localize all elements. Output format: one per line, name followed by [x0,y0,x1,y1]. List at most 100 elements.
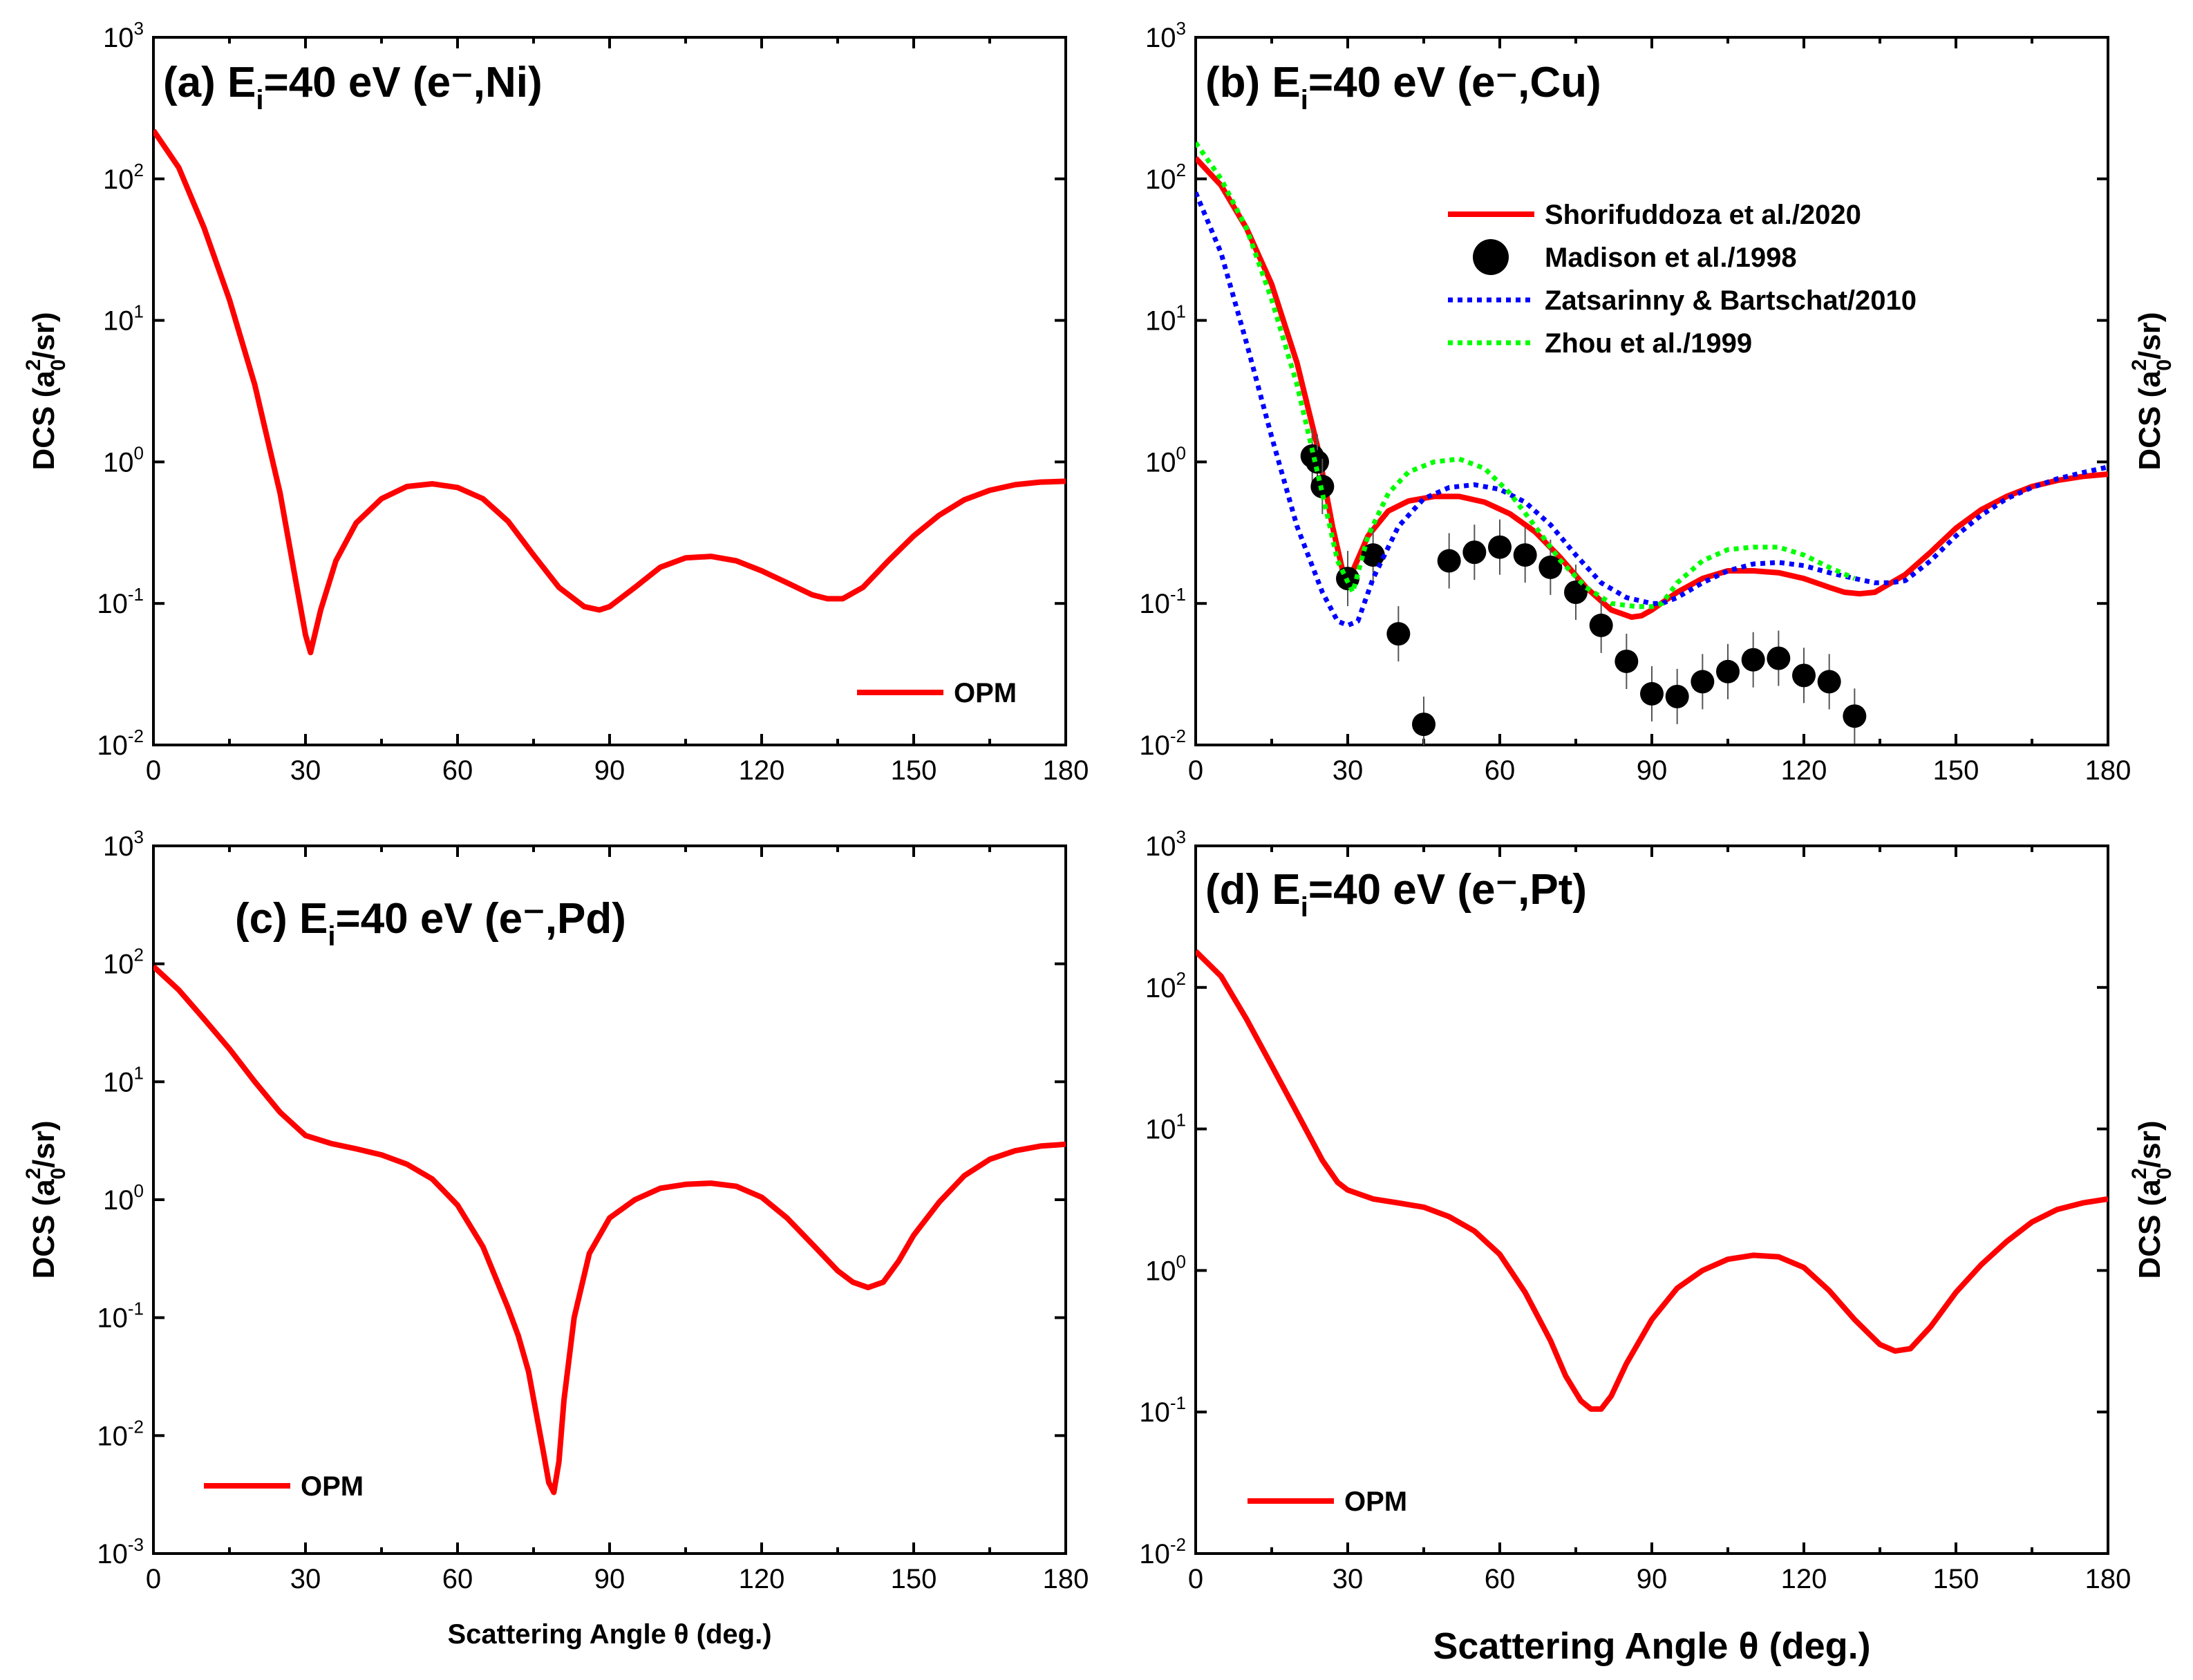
data-point [1488,535,1512,559]
series-line-opm [153,964,1066,1495]
x-tick-label: 180 [2085,1564,2131,1594]
x-tick-label: 180 [2085,755,2131,786]
data-point [1564,580,1588,604]
y-axis-title: DCS (a2 0/sr) [2128,1120,2176,1278]
data-point [1691,670,1715,694]
y-axis-title: DCS (a2 0/sr) [22,312,70,470]
data-point [1412,712,1436,737]
y-tick-label: 101 [1145,1110,1186,1145]
x-tick-label: 90 [594,755,625,786]
legend-label: Madison et al./1998 [1545,243,1797,273]
x-tick-label: 60 [1485,1564,1516,1594]
y-tick-label: 103 [103,827,144,862]
x-tick-label: 150 [891,1564,937,1594]
legend-label: OPM [301,1471,364,1502]
x-tick-label: 120 [739,755,785,786]
data-point [1767,646,1791,670]
y-axis-title: DCS (a2 0/sr) [2128,312,2176,470]
y-tick-label: 100 [103,1180,144,1216]
data-point [1386,622,1411,646]
data-point [1538,555,1563,579]
x-axis-title: Scattering Angle θ (deg.) [1433,1625,1870,1667]
panel-title: (b) Ei=40 eV (e⁻,Cu) [1205,59,1601,115]
y-tick-label: 101 [103,1062,144,1097]
legend-label: Shorifuddoza et al./2020 [1545,200,1861,230]
data-point [1792,663,1816,688]
data-point [1437,549,1461,573]
data-point [1665,684,1689,708]
plot-frame [1194,36,2109,746]
panel-d: 0 30 60 90 120 150 180 10-2 10-1 100 101 102 103 DCS … [1139,827,2176,1667]
x-tick-label: 30 [290,755,321,786]
x-tick-label: 90 [594,1564,625,1594]
series-madison-et-al-1998 [1300,428,1867,745]
y-tick-label: 10-1 [1139,584,1186,619]
x-tick-label: 30 [290,1564,321,1594]
y-tick-label: 10-2 [97,726,144,761]
x-tick-label: 0 [1188,755,1203,786]
y-tick-label: 103 [103,18,144,53]
legend-label: Zhou et al./1999 [1545,328,1752,359]
y-tick-label: 10-3 [97,1534,144,1569]
legend-label: OPM [954,678,1017,708]
x-tick-label: 0 [146,755,161,786]
y-tick-label: 10-2 [1139,1534,1186,1569]
y-axis-title: DCS (a2 0/sr) [22,1120,70,1278]
legend-label: Zatsarinny & Bartschat/2010 [1545,285,1917,316]
y-tick-label: 10-1 [97,1299,144,1334]
x-tick-label: 120 [1781,755,1827,786]
y-tick-label: 102 [103,160,144,195]
panel-title: (a) Ei=40 eV (e⁻,Ni) [163,59,543,115]
series-group [153,129,1066,656]
data-point [1640,681,1664,706]
panel-title: (d) Ei=40 eV (e⁻,Pt) [1205,866,1587,923]
series-group [1196,141,2108,745]
legend: OPM [857,678,1017,708]
y-tick-label: 10-1 [97,584,144,619]
panel-title: (c) Ei=40 eV (e⁻,Pd) [235,895,626,952]
data-point [1615,649,1639,673]
data-point [1741,648,1765,672]
x-tick-label: 0 [146,1564,161,1594]
panel-a: 0 30 60 90 120 150 180 10-2 10-1 100 101 102 103 DCS … [22,18,1089,786]
data-point [1513,543,1537,567]
x-tick-label: 120 [739,1564,785,1594]
x-tick-label: 30 [1333,755,1364,786]
legend: Shorifuddoza et al./2020 Madison et al./1… [1448,200,1917,359]
x-tick-label: 60 [1485,755,1516,786]
y-tick-label: 103 [1145,827,1186,862]
x-tick-label: 90 [1637,755,1668,786]
panel-c: 0 30 60 90 120 150 180 10-3 10-2 10-1 100 101 102 103… [22,827,1089,1650]
y-tick-label: 10-1 [1139,1393,1186,1428]
x-tick-label: 60 [442,1564,473,1594]
y-tick-label: 100 [1145,1251,1186,1286]
plot-frame [1194,844,2109,1555]
x-tick-label: 180 [1043,1564,1089,1594]
data-point [1817,670,1841,694]
x-tick-label: 120 [1781,1564,1827,1594]
data-point [1589,613,1613,637]
y-tick-label: 101 [103,301,144,337]
data-point [1306,450,1329,474]
plot-frame [152,844,1067,1555]
x-axis-title: Scattering Angle θ (deg.) [447,1619,771,1650]
x-tick-label: 150 [891,755,937,786]
y-tick-label: 101 [1145,301,1186,337]
x-tick-label: 150 [1933,755,1979,786]
series-group [153,964,1066,1495]
y-tick-label: 102 [1145,160,1186,195]
y-tick-label: 100 [103,442,144,478]
x-tick-label: 60 [442,755,473,786]
data-point [1843,704,1867,728]
legend: OPM [1248,1486,1407,1517]
plot-frame [152,36,1067,746]
y-tick-label: 10-2 [97,1416,144,1451]
x-tick-label: 0 [1188,1564,1203,1594]
data-point [1716,659,1740,683]
data-point [1361,543,1385,567]
legend-label: OPM [1344,1486,1407,1517]
legend-marker [1473,239,1509,275]
y-tick-label: 102 [103,945,144,980]
x-tick-label: 30 [1333,1564,1364,1594]
